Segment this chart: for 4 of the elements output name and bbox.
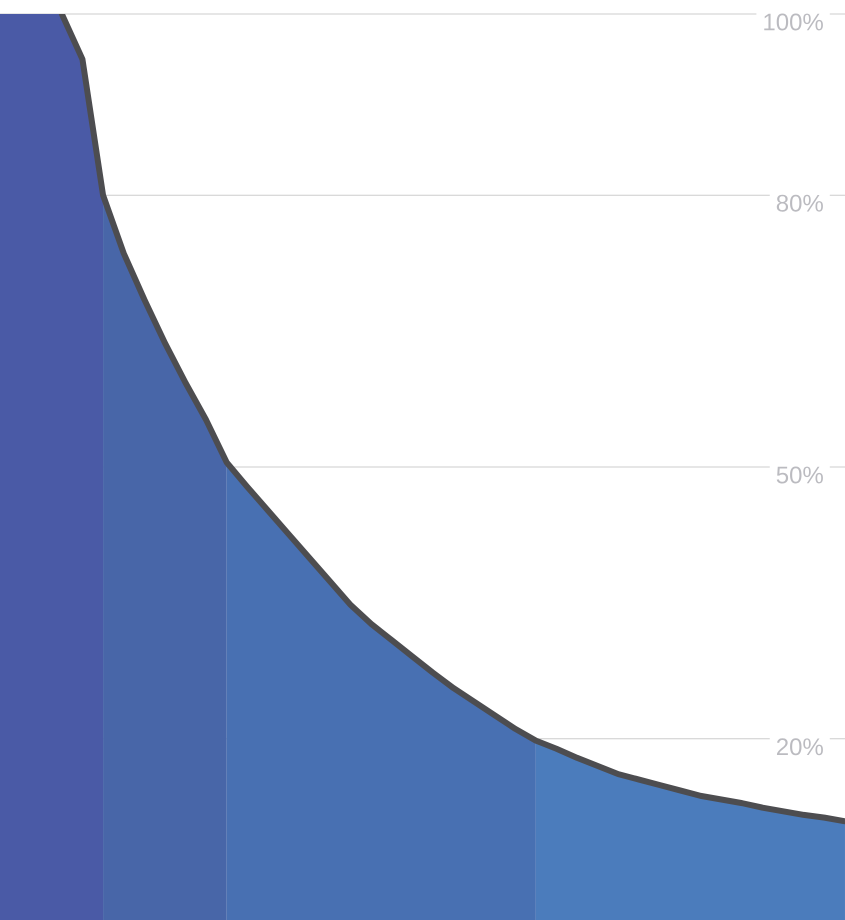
y-tick-label: 50% (776, 466, 823, 484)
y-tick-label: 20% (776, 738, 823, 756)
y-tick-label: 100% (764, 14, 823, 30)
y-tick-label: 80% (776, 194, 823, 212)
